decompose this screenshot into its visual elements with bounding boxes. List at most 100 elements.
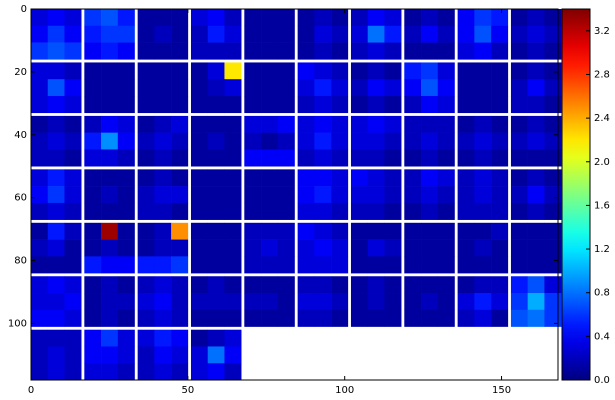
heat-cell [437,222,455,240]
heat-cell [47,9,65,27]
heat-cell [277,115,295,133]
heat-cell [367,256,385,274]
heat-cell [261,95,279,114]
heat-cell [437,132,455,150]
heat-cell [367,132,385,150]
heat-cell [544,62,562,80]
heat-cell [527,256,545,274]
heat-cell [474,293,492,311]
heat-cell [224,239,242,257]
heat-cell [527,95,545,114]
heat-cell [244,132,262,150]
heat-cell [137,132,155,150]
heat-cell [101,222,119,240]
heat-cell [190,186,209,204]
heat-cell [367,309,385,327]
heat-cell [171,239,189,257]
heat-cell [491,132,509,150]
heat-cell [154,95,172,114]
heat-cell [297,132,315,150]
heat-cell [101,169,119,187]
heat-cell [277,132,295,150]
heat-cell [527,115,545,133]
heat-cell [527,276,545,294]
heat-cell [101,42,119,60]
heat-cell [154,256,172,274]
heat-cell [207,25,225,43]
heat-cell [84,42,102,60]
heat-cell [244,222,262,240]
heat-cell [331,222,349,240]
heat-cell [474,186,492,204]
heat-cell [154,169,172,187]
heat-cell [64,95,82,114]
heat-cell [117,132,135,150]
heat-cell [421,169,439,187]
heat-cell [314,186,332,204]
heat-cell [261,256,279,274]
heat-cell [510,9,528,27]
heat-cell [31,276,49,294]
heat-cell [101,115,119,133]
heat-cell [84,346,102,364]
heat-cell [350,9,368,27]
heat-cell [367,222,385,240]
heat-cell [544,222,562,240]
heat-cell [101,363,119,381]
heat-cell [31,256,49,274]
colorbar: 0.0 0.4 0.8 1.2 1.6 2.0 2.4 2.8 3.2 [561,8,610,386]
heat-cell [190,79,209,97]
heat-cell [64,202,82,220]
heat-cell [171,346,189,364]
heat-cell [350,95,368,114]
heat-cell [510,276,528,294]
heat-cell [84,222,102,240]
heat-cell [154,293,172,311]
heat-cell [404,222,422,240]
heat-cell [47,79,65,97]
heat-cell [297,79,315,97]
heat-cell [510,169,528,187]
heat-cell [421,186,439,204]
heat-cell [544,276,562,294]
heat-cell [404,256,422,274]
heat-cell [47,62,65,80]
heat-cell [261,62,279,80]
heat-cell [64,276,82,294]
heat-cell [207,309,225,327]
heat-cell [544,79,562,97]
heat-cell [527,309,545,327]
heat-cell [527,62,545,80]
heat-cell [64,239,82,257]
heat-cell [244,239,262,257]
heat-cell [154,309,172,327]
heat-cell [331,276,349,294]
heat-cell [64,363,82,381]
heat-cell [224,202,242,220]
colorbar-tick-label: 0.8 [594,288,610,299]
heat-cell [421,256,439,274]
heat-cell [154,186,172,204]
heat-cell [331,256,349,274]
heat-cell [261,115,279,133]
heat-cell [277,276,295,294]
heat-cell [224,42,242,60]
heat-cell [491,62,509,80]
heat-cell [491,293,509,311]
heat-cell [457,95,475,114]
heat-cell [367,9,385,27]
heat-cell [421,309,439,327]
heat-cell [367,62,385,80]
heat-cell [84,239,102,257]
colorbar-tick-label: 0.4 [594,331,610,342]
heat-cell [207,9,225,27]
heat-cell [261,79,279,97]
heat-cell [84,169,102,187]
heat-cell [297,293,315,311]
heat-cell [544,25,562,43]
heat-cell [314,169,332,187]
heat-cell [47,276,65,294]
heat-cell [101,79,119,97]
heat-cell [544,202,562,220]
